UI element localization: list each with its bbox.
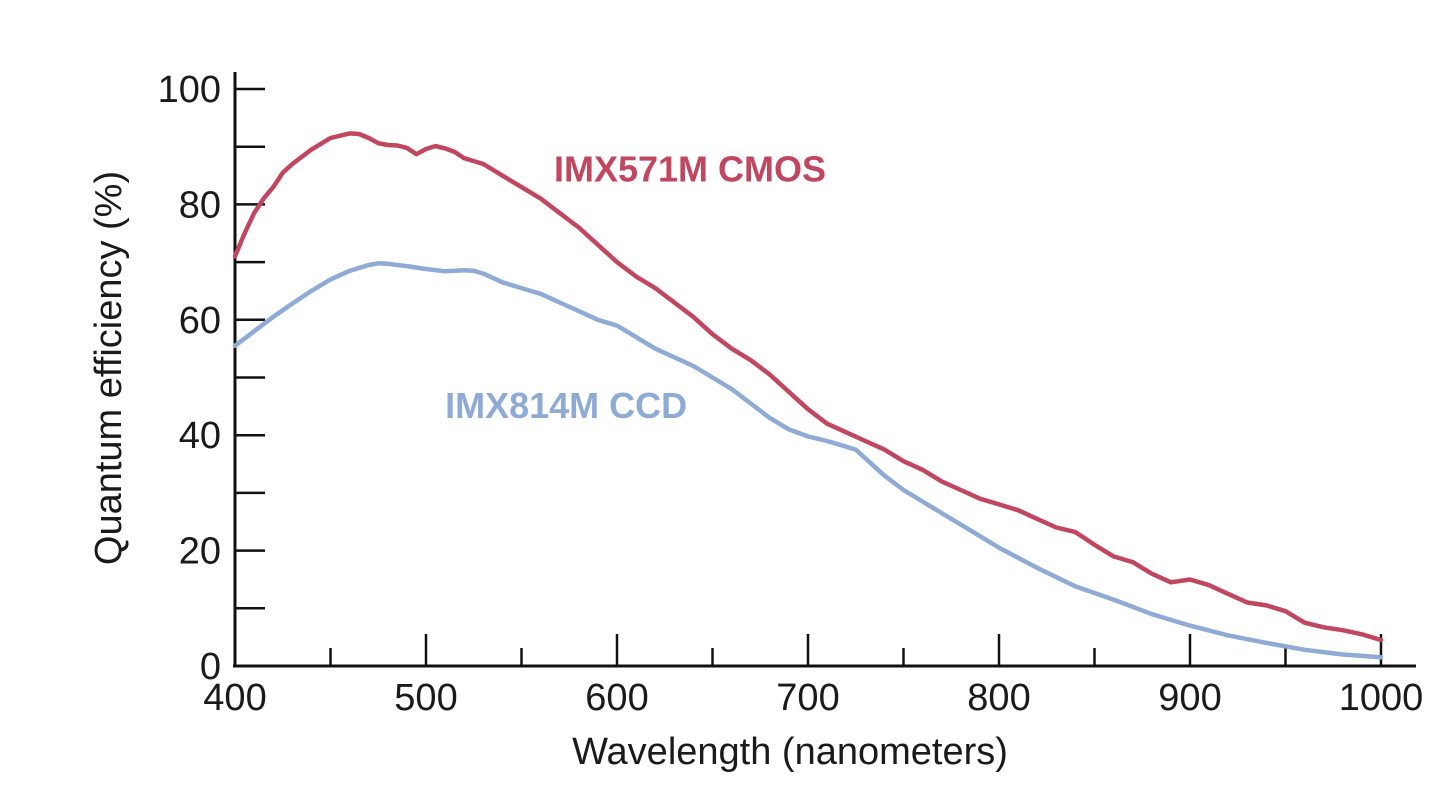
series-group: IMX571M CMOS IMX814M CCD (232, 131, 1384, 660)
y-tick-label: 80 (179, 184, 221, 226)
y-tick-label: 40 (179, 415, 221, 457)
y-tick-label: 20 (179, 531, 221, 573)
y-axis-ticks: 0 20 40 60 80 100 (158, 69, 265, 688)
y-tick-label: 100 (158, 69, 221, 111)
x-axis-ticks: 400 500 600 700 800 900 1000 (203, 634, 1423, 719)
x-tick-label: 700 (776, 677, 839, 719)
x-tick-label: 900 (1158, 677, 1221, 719)
axes (233, 72, 1416, 668)
y-axis-label: Quantum efficiency (%) (88, 171, 130, 565)
x-tick-label: 400 (203, 677, 266, 719)
series-label: IMX814M CCD (445, 385, 687, 426)
x-tick-label: 1000 (1339, 677, 1424, 719)
series-line-imx571m-cmos (232, 131, 1384, 643)
series-line-imx814m-ccd (232, 261, 1384, 660)
x-tick-label: 800 (967, 677, 1030, 719)
x-tick-label: 600 (585, 677, 648, 719)
series-label: IMX571M CMOS (554, 148, 826, 189)
x-tick-label: 500 (394, 677, 457, 719)
y-tick-label: 60 (179, 300, 221, 342)
y-tick-label: 0 (200, 646, 221, 688)
x-axis-label: Wavelength (nanometers) (572, 731, 1008, 773)
